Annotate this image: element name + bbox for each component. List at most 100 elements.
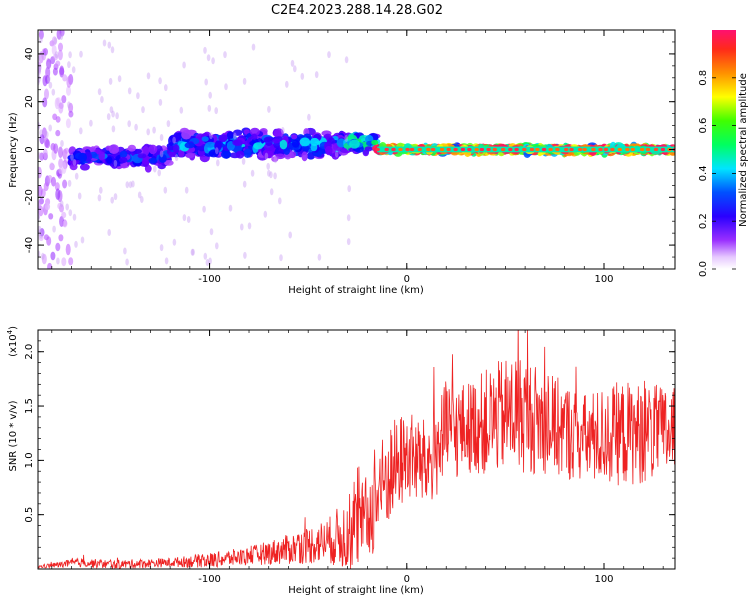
- heatmap-blob: [112, 160, 119, 167]
- heatmap-blob: [62, 220, 68, 228]
- heatmap-speckle: [186, 216, 191, 223]
- heatmap-blob: [158, 153, 167, 163]
- heatmap-blob: [67, 154, 77, 161]
- heatmap-speckle: [152, 126, 156, 134]
- heatmap-carrier-peak: [564, 147, 569, 152]
- colorbar-tick-label: 0.2: [698, 213, 709, 229]
- y-tick-label: -40: [24, 237, 35, 253]
- heatmap-speckle: [242, 77, 247, 85]
- heatmap-carrier-peak: [529, 147, 535, 152]
- colorbar-tick-label: 0.6: [698, 118, 709, 134]
- heatmap-blob: [148, 144, 158, 155]
- heatmap-speckle: [251, 43, 256, 51]
- heatmap-blob: [51, 176, 56, 187]
- heatmap-carrier-peak: [577, 147, 583, 152]
- heatmap-blob: [39, 228, 45, 237]
- heatmap-carrier-peak: [474, 147, 479, 152]
- heatmap-carrier-peak: [541, 147, 547, 152]
- heatmap-blob: [39, 134, 45, 145]
- heatmap-speckle: [60, 140, 64, 147]
- colorbar-tick-label: 0.0: [698, 261, 709, 277]
- heatmap-speckle: [279, 254, 283, 262]
- heatmap-speckle: [97, 194, 102, 202]
- heatmap-blob: [46, 236, 52, 246]
- heatmap-blob: [38, 166, 42, 179]
- heatmap-speckle: [71, 66, 76, 74]
- heatmap-speckle: [293, 65, 297, 73]
- heatmap-speckle: [209, 132, 213, 140]
- heatmap-carrier-peak: [617, 147, 622, 152]
- heatmap-blob: [55, 129, 61, 137]
- heatmap-blob: [58, 146, 63, 159]
- heatmap-blob: [167, 145, 175, 151]
- heatmap-blob: [48, 213, 54, 220]
- heatmap-blob: [42, 148, 48, 160]
- heatmap-blob: [53, 53, 59, 61]
- heatmap-speckle: [70, 153, 74, 161]
- heatmap-speckle: [216, 159, 220, 167]
- heatmap-speckle: [247, 222, 252, 230]
- heatmap-blob: [58, 42, 63, 52]
- heatmap-speckle: [38, 67, 41, 75]
- colorbar-label: Normalized spectral amplitude: [738, 73, 749, 227]
- spectrogram-y-label: Frequency (Hz): [8, 112, 19, 188]
- heatmap-blob: [68, 110, 74, 118]
- y-tick-label: 40: [24, 48, 35, 61]
- heatmap-blob: [51, 36, 57, 46]
- x-tick-label: -100: [198, 574, 221, 585]
- heatmap-speckle: [39, 36, 43, 44]
- heatmap-speckle: [317, 253, 322, 261]
- heatmap-speckle: [205, 259, 210, 266]
- heatmap-carrier-peak: [500, 147, 506, 152]
- heatmap-speckle: [48, 81, 53, 89]
- heatmap-carrier-peak: [569, 147, 574, 152]
- heatmap-speckle: [278, 197, 282, 205]
- heatmap-speckle: [334, 150, 339, 158]
- heatmap-speckle: [125, 181, 130, 189]
- heatmap-blob: [52, 113, 58, 121]
- heatmap-blob: [253, 142, 264, 150]
- heatmap-speckle: [164, 257, 169, 265]
- heatmap-blob: [137, 153, 147, 159]
- heatmap-speckle: [38, 212, 41, 220]
- heatmap-carrier-peak: [522, 147, 527, 152]
- heatmap-speckle: [52, 225, 56, 233]
- heatmap-carrier-peak: [398, 147, 403, 152]
- spectrogram-x-label: Height of straight line (km): [288, 285, 424, 296]
- y-tick-label: 1.5: [24, 398, 35, 414]
- heatmap-blob: [57, 202, 63, 210]
- heatmap-speckle: [74, 240, 78, 248]
- heatmap-speckle: [99, 186, 103, 194]
- heatmap-blob: [233, 129, 243, 136]
- heatmap-speckle: [285, 80, 289, 88]
- y-tick-label: -20: [24, 189, 35, 205]
- heatmap-carrier-peak: [409, 147, 415, 152]
- heatmap-blob: [45, 139, 51, 149]
- heatmap-carrier-peak: [446, 147, 451, 152]
- heatmap-speckle: [100, 96, 104, 103]
- y-tick-label: 0.5: [24, 507, 35, 523]
- heatmap-speckle: [134, 123, 138, 131]
- heatmap-speckle: [202, 205, 206, 213]
- heatmap-speckle: [223, 51, 227, 59]
- heatmap-blob: [349, 139, 360, 149]
- heatmap-speckle: [72, 213, 77, 221]
- heatmap-blob: [66, 76, 72, 88]
- heatmap-speckle: [56, 257, 60, 265]
- heatmap-speckle: [127, 120, 131, 128]
- heatmap-speckle: [182, 214, 187, 222]
- snr-x-label: Height of straight line (km): [288, 585, 424, 596]
- heatmap-speckle: [307, 113, 311, 121]
- heatmap-carrier-peak: [660, 147, 666, 152]
- snr-y-scale: (x104): [6, 326, 19, 357]
- heatmap-speckle: [344, 56, 349, 64]
- heatmap-carrier-peak: [405, 147, 410, 152]
- heatmap-blob: [41, 253, 47, 265]
- heatmap-speckle: [159, 150, 164, 158]
- heatmap-speckle: [59, 33, 64, 40]
- heatmap-speckle: [204, 78, 208, 86]
- heatmap-blob: [371, 139, 379, 146]
- heatmap-speckle: [215, 242, 219, 250]
- heatmap-blob: [47, 262, 53, 269]
- heatmap-blob: [331, 152, 340, 160]
